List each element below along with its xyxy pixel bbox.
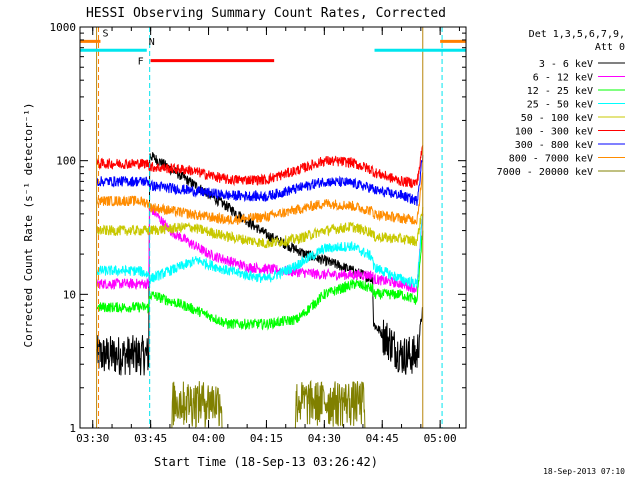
x-tick-label-7: 05:00 [424, 432, 457, 445]
legend-label-100-300-kev: 100 - 300 keV [515, 127, 593, 138]
series-layer [96, 145, 424, 428]
x-tick-label-3: 04:00 [192, 432, 225, 445]
y-axis-label: Corrected Count Rate (s⁻¹ detector⁻¹) [22, 102, 35, 347]
legend-label-50-100-kev: 50 - 100 keV [521, 113, 593, 124]
legend-label-6-12-kev: 6 - 12 keV [533, 73, 593, 84]
plot-area: S NF 1 10 100 1000 03:30 03:45 04:00 04:15 04:30 04… [50, 21, 467, 445]
x-tick-label-2: 03:45 [134, 432, 167, 445]
legend-label-12-25-kev: 12 - 25 keV [527, 86, 593, 97]
series-25-50-kev [96, 213, 424, 288]
annotation-f-label: F [138, 57, 144, 68]
x-tick-label-6: 04:45 [366, 432, 399, 445]
series-100-300-kev [96, 145, 424, 189]
legend: Det 1,3,5,6,7,9, Att 0 3 - 6 keV 6 - 12 k… [497, 29, 625, 178]
x-tick-label-5: 04:30 [308, 432, 341, 445]
annotation-s-label: S [102, 28, 108, 39]
legend-header-attenuator: Att 0 [595, 42, 625, 53]
legend-label-3-6-kev: 3 - 6 keV [539, 59, 593, 70]
x-axis-label: Start Time (18-Sep-13 03:26:42) [154, 455, 378, 469]
x-tick-label-1: 03:30 [76, 432, 109, 445]
y-tick-label-4: 1000 [50, 21, 77, 34]
legend-header-detectors: Det 1,3,5,6,7,9, [529, 29, 625, 40]
y-tick-label-1: 1 [69, 422, 76, 435]
chart-title: HESSI Observing Summary Count Rates, Cor… [86, 6, 446, 21]
y-tick-label-3: 100 [56, 155, 76, 168]
series-3-6-kev [96, 152, 424, 376]
legend-label-7000-20000-kev: 7000 - 20000 keV [497, 167, 593, 178]
legend-label-300-800-kev: 300 - 800 keV [515, 140, 593, 151]
series-300-800-kev [96, 155, 424, 206]
legend-label-800-7000-kev: 800 - 7000 keV [509, 154, 593, 165]
series-800-7000-kev [96, 172, 424, 226]
y-tick-label-2: 10 [63, 288, 76, 301]
series-12-25-kev [96, 230, 424, 331]
annotation-n-label: N [149, 37, 155, 48]
series-7000-20000-kev [149, 379, 417, 428]
plot-frame [79, 26, 467, 429]
footer-date: 18-Sep-2013 07:10 [543, 467, 625, 476]
series-50-100-kev [96, 206, 424, 249]
x-tick-label-4: 04:15 [250, 432, 283, 445]
legend-label-25-50-kev: 25 - 50 keV [527, 100, 593, 111]
